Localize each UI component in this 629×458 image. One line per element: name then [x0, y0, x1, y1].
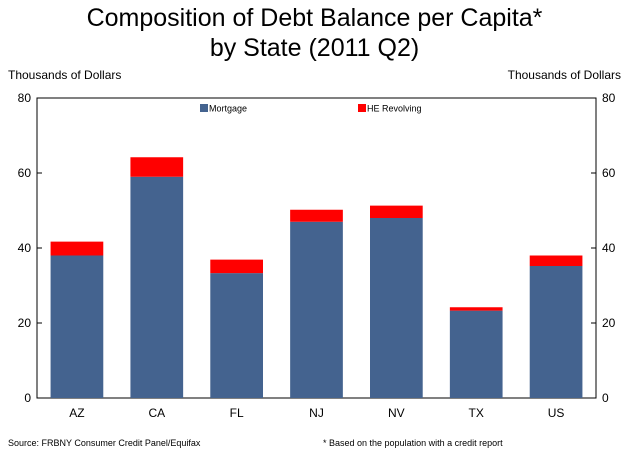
y-tick-label-right: 80: [602, 91, 616, 105]
chart-title-line2: by State (2011 Q2): [209, 34, 420, 62]
y-tick-label-right: 20: [602, 316, 616, 330]
x-tick-label-tx: TX: [469, 406, 484, 420]
bar-he-revolving-us: [529, 255, 583, 266]
legend-swatch-mortgage: [200, 104, 208, 112]
bar-he-revolving-nj: [290, 209, 343, 222]
y-tick-label-left: 60: [18, 166, 32, 180]
bar-he-revolving-tx: [449, 307, 503, 311]
legend-label-he-revolving: HE Revolving: [367, 104, 422, 114]
population-note: * Based on the population with a credit …: [323, 438, 503, 448]
bar-he-revolving-fl: [210, 259, 263, 274]
x-tick-label-fl: FL: [230, 406, 244, 420]
y-axis-label-right: Thousands of Dollars: [507, 68, 621, 82]
y-tick-label-right: 0: [602, 391, 609, 405]
bar-mortgage-nj: [290, 221, 343, 398]
y-tick-label-left: 40: [18, 241, 32, 255]
y-tick-label-left: 0: [24, 391, 31, 405]
y-tick-label-right: 40: [602, 241, 616, 255]
y-tick-label-right: 60: [602, 166, 616, 180]
x-tick-label-az: AZ: [69, 406, 84, 420]
x-tick-label-nv: NV: [388, 406, 405, 420]
bar-mortgage-nv: [370, 218, 423, 398]
bar-he-revolving-ca: [130, 157, 184, 177]
y-tick-label-left: 80: [18, 91, 32, 105]
bar-he-revolving-nv: [370, 205, 423, 218]
y-axis-label-left: Thousands of Dollars: [8, 68, 122, 82]
bar-mortgage-fl: [210, 273, 263, 398]
bar-mortgage-az: [50, 255, 104, 398]
source-note: Source: FRBNY Consumer Credit Panel/Equi…: [8, 438, 201, 448]
legend-label-mortgage: Mortgage: [209, 104, 247, 114]
x-tick-label-nj: NJ: [309, 406, 324, 420]
x-tick-label-us: US: [548, 406, 565, 420]
x-tick-label-ca: CA: [148, 406, 165, 420]
legend-swatch-he-revolving: [358, 104, 366, 112]
bar-mortgage-tx: [449, 310, 503, 398]
bar-mortgage-us: [529, 266, 583, 398]
bar-he-revolving-az: [50, 241, 104, 256]
bar-mortgage-ca: [130, 176, 184, 398]
y-tick-label-left: 20: [18, 316, 32, 330]
chart-title-line1: Composition of Debt Balance per Capita*: [86, 4, 543, 32]
